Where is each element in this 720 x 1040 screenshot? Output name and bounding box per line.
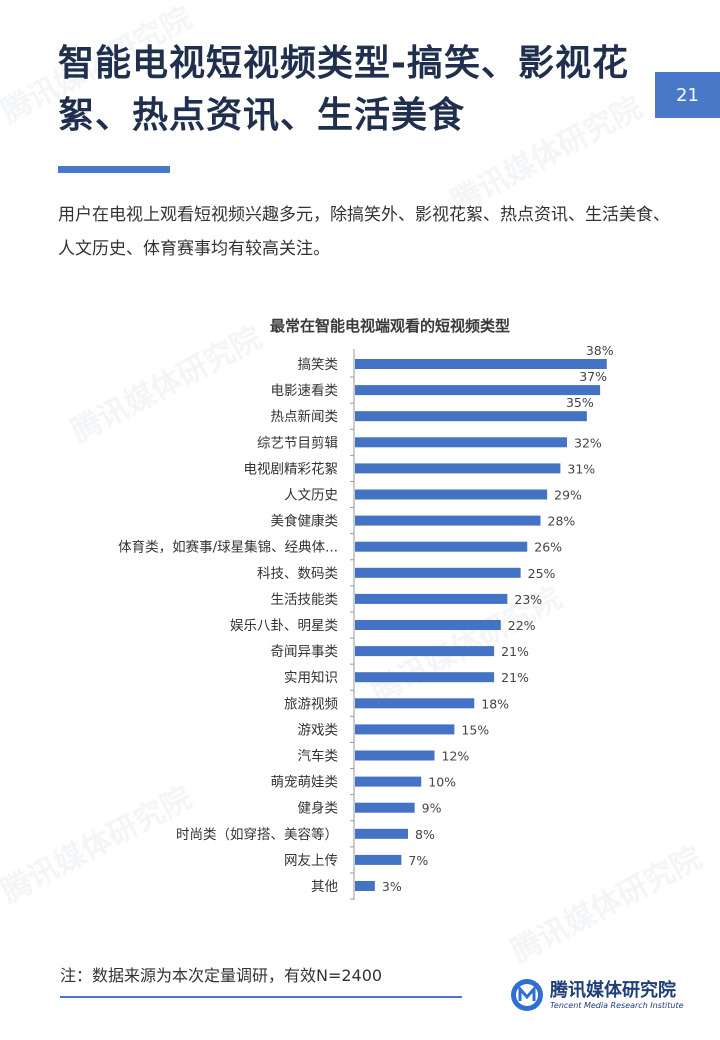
brand-logo-block: 腾讯媒体研究院 Tencent Media Research Institute (510, 974, 700, 1018)
bar (355, 672, 495, 683)
footer-divider (60, 996, 462, 998)
category-label: 旅游视频 (284, 696, 338, 712)
category-label: 综艺节目剪辑 (257, 435, 338, 451)
bar (355, 541, 528, 552)
bar (355, 776, 422, 787)
footnote: 注：数据来源为本次定量调研，有效N=2400 (60, 966, 383, 985)
category-label: 其他 (311, 879, 338, 895)
category-label: 生活技能类 (271, 592, 339, 608)
value-label: 25% (528, 566, 556, 581)
value-label: 31% (567, 461, 595, 476)
category-label: 游戏类 (298, 722, 339, 738)
category-label: 健身类 (298, 801, 339, 817)
bar (355, 698, 475, 709)
value-label: 8% (415, 827, 435, 842)
value-label: 23% (514, 592, 542, 607)
value-label: 35% (566, 395, 594, 410)
category-label: 体育类，如赛事/球星集锦、经典体... (118, 540, 338, 556)
value-label: 38% (586, 343, 614, 358)
value-label: 21% (501, 644, 529, 659)
bar (355, 724, 455, 735)
value-label: 32% (574, 435, 602, 450)
value-label: 15% (461, 722, 489, 737)
value-label: 21% (501, 670, 529, 685)
category-label: 网友上传 (284, 853, 338, 869)
category-label: 萌宠萌娃类 (271, 775, 339, 791)
title-underline (58, 166, 170, 173)
bar (355, 359, 607, 369)
category-label: 美食健康类 (271, 513, 339, 530)
category-label: 娱乐八卦、明星类 (230, 618, 338, 634)
bar (355, 828, 408, 839)
bar (355, 881, 375, 891)
category-label: 电影速看类 (271, 383, 339, 399)
value-label: 3% (382, 879, 402, 894)
page-number-badge: 21 (655, 72, 720, 118)
page-title: 智能电视短视频类型-搞笑、影视花絮、热点资讯、生活美食 (58, 43, 629, 136)
bar (355, 593, 508, 604)
bar (355, 515, 541, 526)
value-label: 12% (442, 749, 470, 764)
brand-name: 腾讯媒体研究院 (550, 980, 676, 1001)
bar (355, 750, 435, 761)
chart-title: 最常在智能电视端观看的短视频类型 (269, 317, 510, 335)
value-label: 29% (554, 488, 582, 503)
bar (355, 463, 561, 474)
category-label: 时尚类（如穿搭、美容等） (176, 826, 338, 843)
value-label: 9% (422, 801, 442, 816)
bar (355, 646, 495, 657)
category-label: 实用知识 (284, 669, 338, 686)
bar (355, 567, 521, 578)
category-label: 人文历史 (284, 488, 338, 504)
value-label: 26% (534, 540, 562, 555)
bar (355, 620, 501, 630)
category-label: 奇闻异事类 (271, 643, 339, 660)
category-label: 汽车类 (298, 748, 339, 765)
bar (355, 802, 415, 813)
bar (355, 489, 548, 500)
category-label: 电视剧精彩花絮 (244, 460, 339, 477)
bar (355, 411, 587, 422)
value-label: 22% (508, 618, 536, 633)
category-label: 热点新闻类 (271, 409, 339, 425)
category-label: 搞笑类 (298, 357, 339, 373)
bar (355, 854, 402, 865)
value-label: 10% (428, 775, 456, 790)
value-label: 18% (481, 696, 509, 711)
value-label: 37% (579, 369, 607, 384)
brand-subtitle: Tencent Media Research Institute (550, 1001, 684, 1010)
page-subtitle: 用户在电视上观看短视频兴趣多元，除搞笑外、影视花絮、热点资讯、生活美食、人文历史… (58, 205, 670, 259)
bar (355, 385, 601, 396)
category-label: 科技、数码类 (257, 566, 338, 582)
value-label: 7% (408, 853, 428, 868)
bar (355, 437, 567, 448)
brand-logo-icon (511, 979, 543, 1011)
value-label: 28% (548, 514, 576, 529)
